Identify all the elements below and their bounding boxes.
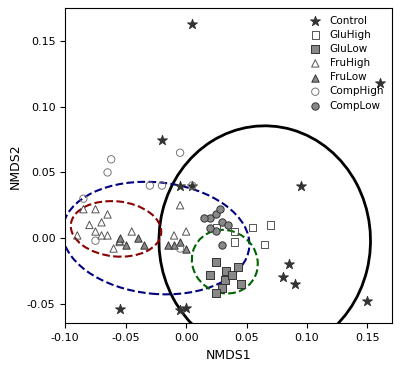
Point xyxy=(189,182,195,188)
Legend: Control, GluHigh, GluLow, FruHigh, FruLow, CompHigh, CompLow: Control, GluHigh, GluLow, FruHigh, FruLo… xyxy=(303,14,386,113)
Point xyxy=(147,182,153,188)
Point xyxy=(201,215,208,221)
Point xyxy=(213,229,220,235)
Point xyxy=(116,235,123,241)
Point xyxy=(213,290,220,296)
Point xyxy=(231,239,238,245)
Point xyxy=(165,242,171,248)
Point xyxy=(229,272,235,278)
Point xyxy=(116,239,123,245)
Point xyxy=(98,232,105,238)
Point xyxy=(213,225,220,231)
Point xyxy=(235,264,241,270)
Point xyxy=(223,268,229,274)
Point xyxy=(286,261,292,267)
Point xyxy=(171,232,177,238)
Point xyxy=(298,182,304,188)
Point xyxy=(213,259,220,265)
Point xyxy=(171,242,177,248)
Point xyxy=(376,80,383,86)
Point xyxy=(177,202,183,208)
Point xyxy=(104,232,111,238)
Point xyxy=(141,242,147,248)
Point xyxy=(98,219,105,225)
Point xyxy=(262,242,268,248)
Point xyxy=(159,137,165,142)
Point xyxy=(92,206,99,212)
Point xyxy=(219,242,226,248)
Point xyxy=(74,232,80,238)
Point xyxy=(280,275,286,280)
Point xyxy=(207,215,214,221)
Point xyxy=(80,206,86,212)
Point xyxy=(213,212,220,218)
Point xyxy=(189,21,195,27)
Point xyxy=(177,246,183,252)
Point xyxy=(292,281,298,287)
X-axis label: NMDS1: NMDS1 xyxy=(206,349,251,361)
Point xyxy=(104,212,111,218)
Point xyxy=(80,196,86,202)
Point xyxy=(134,235,141,241)
Point xyxy=(183,246,189,252)
Point xyxy=(183,305,189,310)
Point xyxy=(207,225,214,231)
Point xyxy=(104,169,111,175)
Point xyxy=(177,307,183,313)
Point xyxy=(237,281,244,287)
Point xyxy=(189,182,195,188)
Point xyxy=(217,206,223,212)
Point xyxy=(177,239,183,245)
Point xyxy=(92,238,99,244)
Point xyxy=(177,182,183,188)
Point xyxy=(268,222,274,228)
Point xyxy=(250,225,256,231)
Point xyxy=(225,222,232,228)
Point xyxy=(122,242,129,248)
Point xyxy=(222,277,228,283)
Point xyxy=(364,298,371,304)
Point xyxy=(219,285,226,291)
Point xyxy=(108,157,114,162)
Point xyxy=(128,229,135,235)
Point xyxy=(110,246,117,252)
Point xyxy=(159,182,165,188)
Point xyxy=(231,229,238,235)
Point xyxy=(86,222,93,228)
Point xyxy=(116,306,123,312)
Point xyxy=(219,219,226,225)
Y-axis label: NMDS2: NMDS2 xyxy=(8,143,21,189)
Point xyxy=(177,150,183,156)
Point xyxy=(116,238,123,244)
Point xyxy=(207,272,214,278)
Point xyxy=(183,229,189,235)
Point xyxy=(92,229,99,235)
